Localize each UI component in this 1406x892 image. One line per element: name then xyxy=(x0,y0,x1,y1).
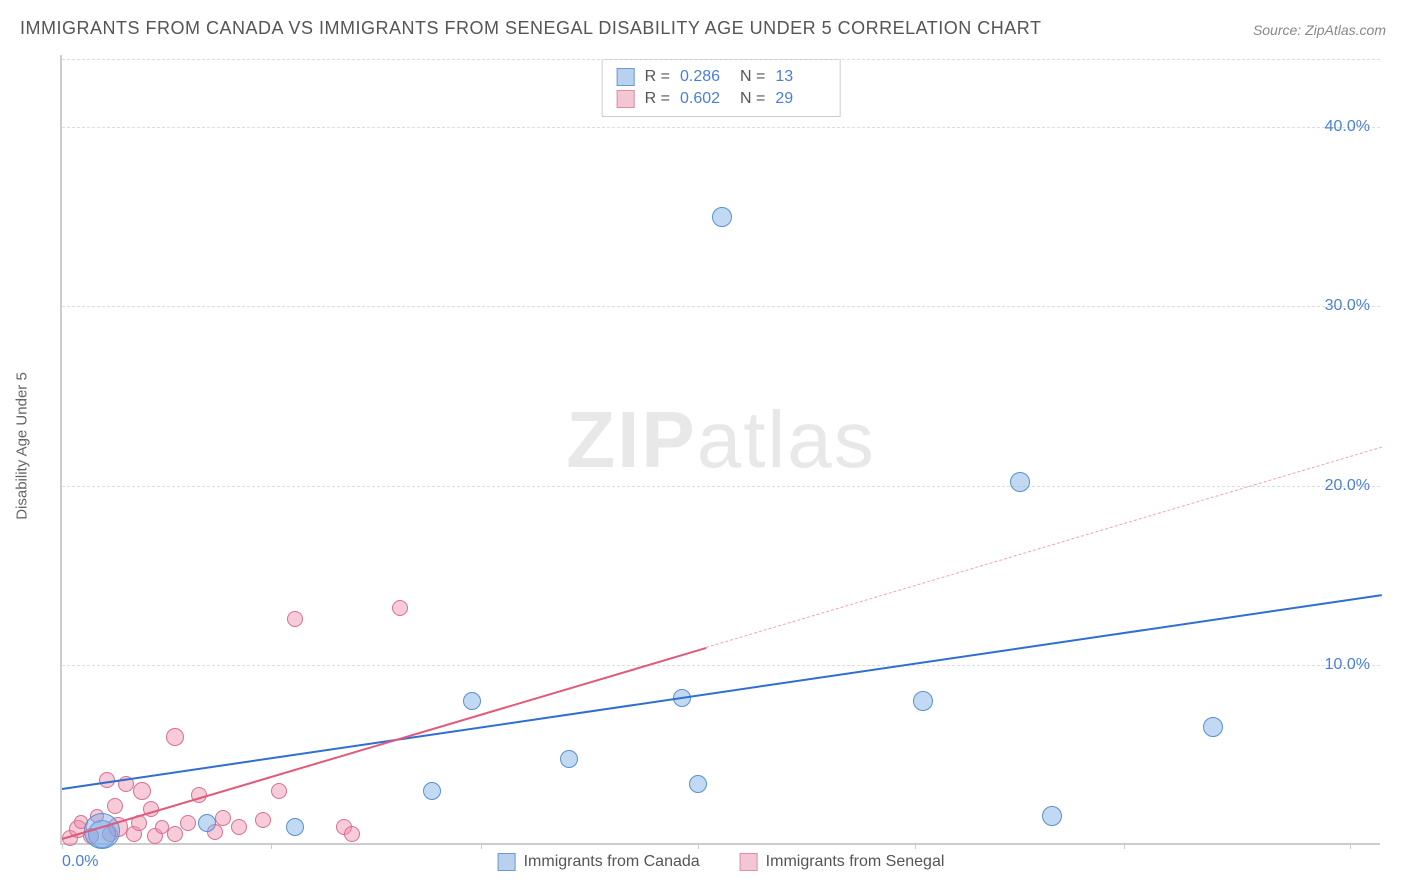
scatter-point-canada xyxy=(1203,717,1223,737)
scatter-point-senegal xyxy=(166,728,184,746)
y-tick-label: 10.0% xyxy=(1325,656,1370,674)
scatter-point-senegal xyxy=(133,782,151,800)
scatter-point-canada xyxy=(1042,806,1062,826)
x-tick-mark xyxy=(1124,843,1125,849)
x-tick-mark xyxy=(1350,843,1351,849)
scatter-point-canada xyxy=(712,207,732,227)
stats-row-senegal: R = 0.602 N = 29 xyxy=(617,88,826,110)
scatter-point-senegal xyxy=(392,600,408,616)
swatch-senegal xyxy=(617,90,635,108)
x-tick-mark xyxy=(698,843,699,849)
y-axis-label: Disability Age Under 5 xyxy=(14,372,31,520)
watermark-bold: ZIP xyxy=(566,395,696,484)
legend-item-canada: Immigrants from Canada xyxy=(498,853,700,871)
chart-title: IMMIGRANTS FROM CANADA VS IMMIGRANTS FRO… xyxy=(20,18,1041,39)
legend-item-senegal: Immigrants from Senegal xyxy=(740,853,945,871)
scatter-point-canada xyxy=(913,691,933,711)
chart-container: IMMIGRANTS FROM CANADA VS IMMIGRANTS FRO… xyxy=(0,0,1406,892)
trendline-canada xyxy=(62,594,1382,790)
swatch-canada xyxy=(498,853,516,871)
scatter-point-canada xyxy=(198,814,216,832)
r-label: R = xyxy=(645,90,670,108)
gridline xyxy=(62,127,1380,128)
r-label: R = xyxy=(645,68,670,86)
gridline xyxy=(62,59,1380,60)
x-tick-mark xyxy=(271,843,272,849)
n-value-canada: 13 xyxy=(775,68,825,86)
scatter-point-senegal xyxy=(215,810,231,826)
plot-area: ZIPatlas R = 0.286 N = 13 R = 0.602 N = … xyxy=(60,55,1380,845)
scatter-point-senegal xyxy=(271,783,287,799)
scatter-point-senegal xyxy=(255,812,271,828)
swatch-senegal xyxy=(740,853,758,871)
gridline xyxy=(62,306,1380,307)
trendline-senegal xyxy=(62,647,706,840)
source-attribution: Source: ZipAtlas.com xyxy=(1253,22,1386,38)
watermark-light: atlas xyxy=(697,395,876,484)
scatter-point-canada xyxy=(423,782,441,800)
x-tick-mark xyxy=(62,843,63,849)
scatter-point-canada xyxy=(689,775,707,793)
x-tick-mark xyxy=(481,843,482,849)
scatter-point-canada xyxy=(463,692,481,710)
bottom-legend: Immigrants from Canada Immigrants from S… xyxy=(498,853,945,871)
legend-label-senegal: Immigrants from Senegal xyxy=(766,853,945,871)
n-value-senegal: 29 xyxy=(775,90,825,108)
swatch-canada xyxy=(617,68,635,86)
scatter-point-senegal xyxy=(231,819,247,835)
watermark: ZIPatlas xyxy=(566,394,875,486)
scatter-point-canada xyxy=(1010,472,1030,492)
y-tick-label: 30.0% xyxy=(1325,297,1370,315)
scatter-point-canada xyxy=(286,818,304,836)
gridline xyxy=(62,486,1380,487)
stats-row-canada: R = 0.286 N = 13 xyxy=(617,66,826,88)
x-tick-label: 0.0% xyxy=(62,853,98,871)
n-label: N = xyxy=(740,90,765,108)
scatter-point-senegal xyxy=(344,826,360,842)
scatter-point-canada xyxy=(560,750,578,768)
scatter-point-senegal xyxy=(167,826,183,842)
correlation-stats-box: R = 0.286 N = 13 R = 0.602 N = 29 xyxy=(602,59,841,117)
y-tick-label: 20.0% xyxy=(1325,477,1370,495)
gridline xyxy=(62,665,1380,666)
x-tick-mark xyxy=(915,843,916,849)
legend-label-canada: Immigrants from Canada xyxy=(524,853,700,871)
trendline-dashed-senegal xyxy=(706,446,1382,647)
r-value-canada: 0.286 xyxy=(680,68,730,86)
scatter-point-senegal xyxy=(287,611,303,627)
r-value-senegal: 0.602 xyxy=(680,90,730,108)
y-tick-label: 40.0% xyxy=(1325,118,1370,136)
scatter-point-senegal xyxy=(180,815,196,831)
scatter-point-senegal xyxy=(107,798,123,814)
n-label: N = xyxy=(740,68,765,86)
